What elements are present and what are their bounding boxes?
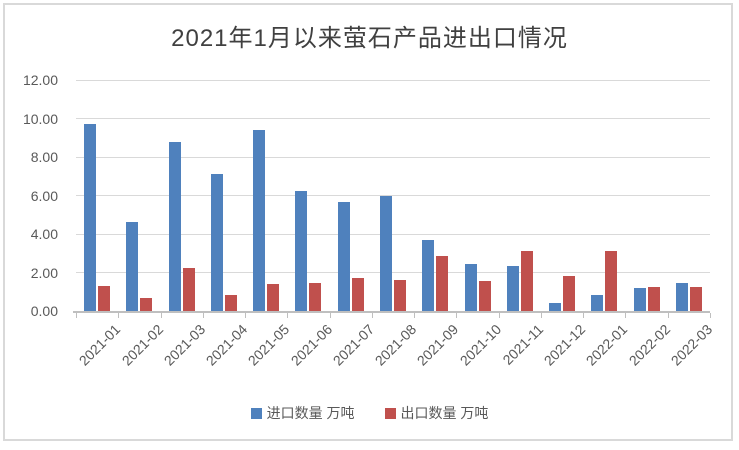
bar-export-2021-05 bbox=[267, 284, 280, 311]
legend-label-import: 进口数量 万吨 bbox=[266, 405, 355, 421]
x-axis-tick bbox=[456, 313, 458, 318]
x-axis-tick bbox=[329, 313, 331, 318]
y-axis-label: 10.00 bbox=[22, 110, 58, 127]
bar-export-2021-01 bbox=[98, 285, 111, 311]
bar-export-2021-10 bbox=[478, 281, 491, 311]
y-axis-label: 2.00 bbox=[30, 264, 58, 281]
import-series-swatch-icon bbox=[250, 407, 262, 419]
bar-import-2021-11 bbox=[506, 265, 519, 311]
y-axis-label: 12.00 bbox=[22, 72, 58, 88]
gridline bbox=[76, 79, 710, 81]
bar-export-2021-08 bbox=[394, 280, 406, 311]
x-axis-tick bbox=[710, 313, 711, 318]
bar-export-2022-01 bbox=[605, 251, 618, 311]
x-axis-tick bbox=[540, 313, 542, 318]
bar-import-2021-05 bbox=[253, 130, 266, 311]
y-axis-label: 0.00 bbox=[30, 303, 58, 319]
x-axis-tick bbox=[118, 313, 120, 318]
chart-frame-border bbox=[3, 3, 733, 441]
export-series-swatch-icon bbox=[384, 407, 396, 419]
x-axis-tick bbox=[160, 313, 162, 318]
x-axis-tick bbox=[414, 313, 416, 318]
bar-export-2021-12 bbox=[563, 276, 576, 311]
bar-import-2021-07 bbox=[337, 202, 350, 311]
bar-export-2021-07 bbox=[351, 278, 364, 311]
x-axis-tick bbox=[667, 313, 669, 318]
x-axis-line bbox=[73, 311, 710, 313]
bar-export-2021-03 bbox=[182, 267, 195, 311]
bar-import-2022-01 bbox=[591, 294, 604, 311]
bar-import-2021-01 bbox=[84, 124, 97, 311]
bar-import-2021-12 bbox=[549, 303, 562, 311]
bar-export-2021-06 bbox=[309, 283, 322, 311]
bar-import-2021-03 bbox=[168, 141, 181, 311]
bar-import-2022-03 bbox=[675, 283, 688, 311]
x-axis-tick bbox=[287, 313, 289, 318]
y-axis-label: 6.00 bbox=[30, 187, 58, 204]
gridline bbox=[76, 118, 710, 119]
y-axis-label: 4.00 bbox=[30, 226, 58, 242]
bar-export-2021-09 bbox=[436, 256, 449, 311]
x-axis-tick bbox=[245, 313, 247, 318]
chart-title: 2021年1月以来萤石产品进出口情况 bbox=[171, 25, 568, 52]
legend-item-import: 进口数量 万吨 bbox=[250, 403, 355, 423]
bar-import-2022-02 bbox=[633, 287, 646, 311]
bar-import-2021-04 bbox=[210, 174, 223, 311]
bar-export-2021-02 bbox=[140, 298, 153, 311]
legend-label-export: 出口数量 万吨 bbox=[400, 405, 489, 421]
bar-import-2021-09 bbox=[422, 239, 435, 311]
bar-import-2021-08 bbox=[380, 195, 392, 311]
gridline bbox=[76, 156, 710, 158]
x-axis-tick bbox=[498, 313, 500, 318]
gridline bbox=[76, 195, 710, 196]
bar-import-2021-10 bbox=[464, 263, 477, 311]
y-axis-label: 8.00 bbox=[30, 149, 58, 165]
x-axis-tick bbox=[583, 313, 585, 318]
bar-import-2021-06 bbox=[295, 190, 308, 311]
legend: 进口数量 万吨 出口数量 万吨 bbox=[0, 403, 739, 423]
bar-export-2022-02 bbox=[647, 286, 660, 311]
gridline bbox=[76, 272, 710, 273]
x-axis-tick bbox=[202, 313, 204, 318]
bar-export-2021-11 bbox=[520, 251, 533, 311]
x-axis-tick bbox=[371, 313, 373, 318]
x-axis-tick bbox=[625, 313, 627, 318]
bar-export-2022-03 bbox=[689, 286, 702, 311]
bar-import-2021-02 bbox=[126, 222, 139, 311]
legend-item-export: 出口数量 万吨 bbox=[384, 403, 489, 423]
bar-export-2021-04 bbox=[224, 294, 237, 311]
x-axis-tick bbox=[76, 313, 77, 318]
gridline bbox=[76, 233, 710, 235]
